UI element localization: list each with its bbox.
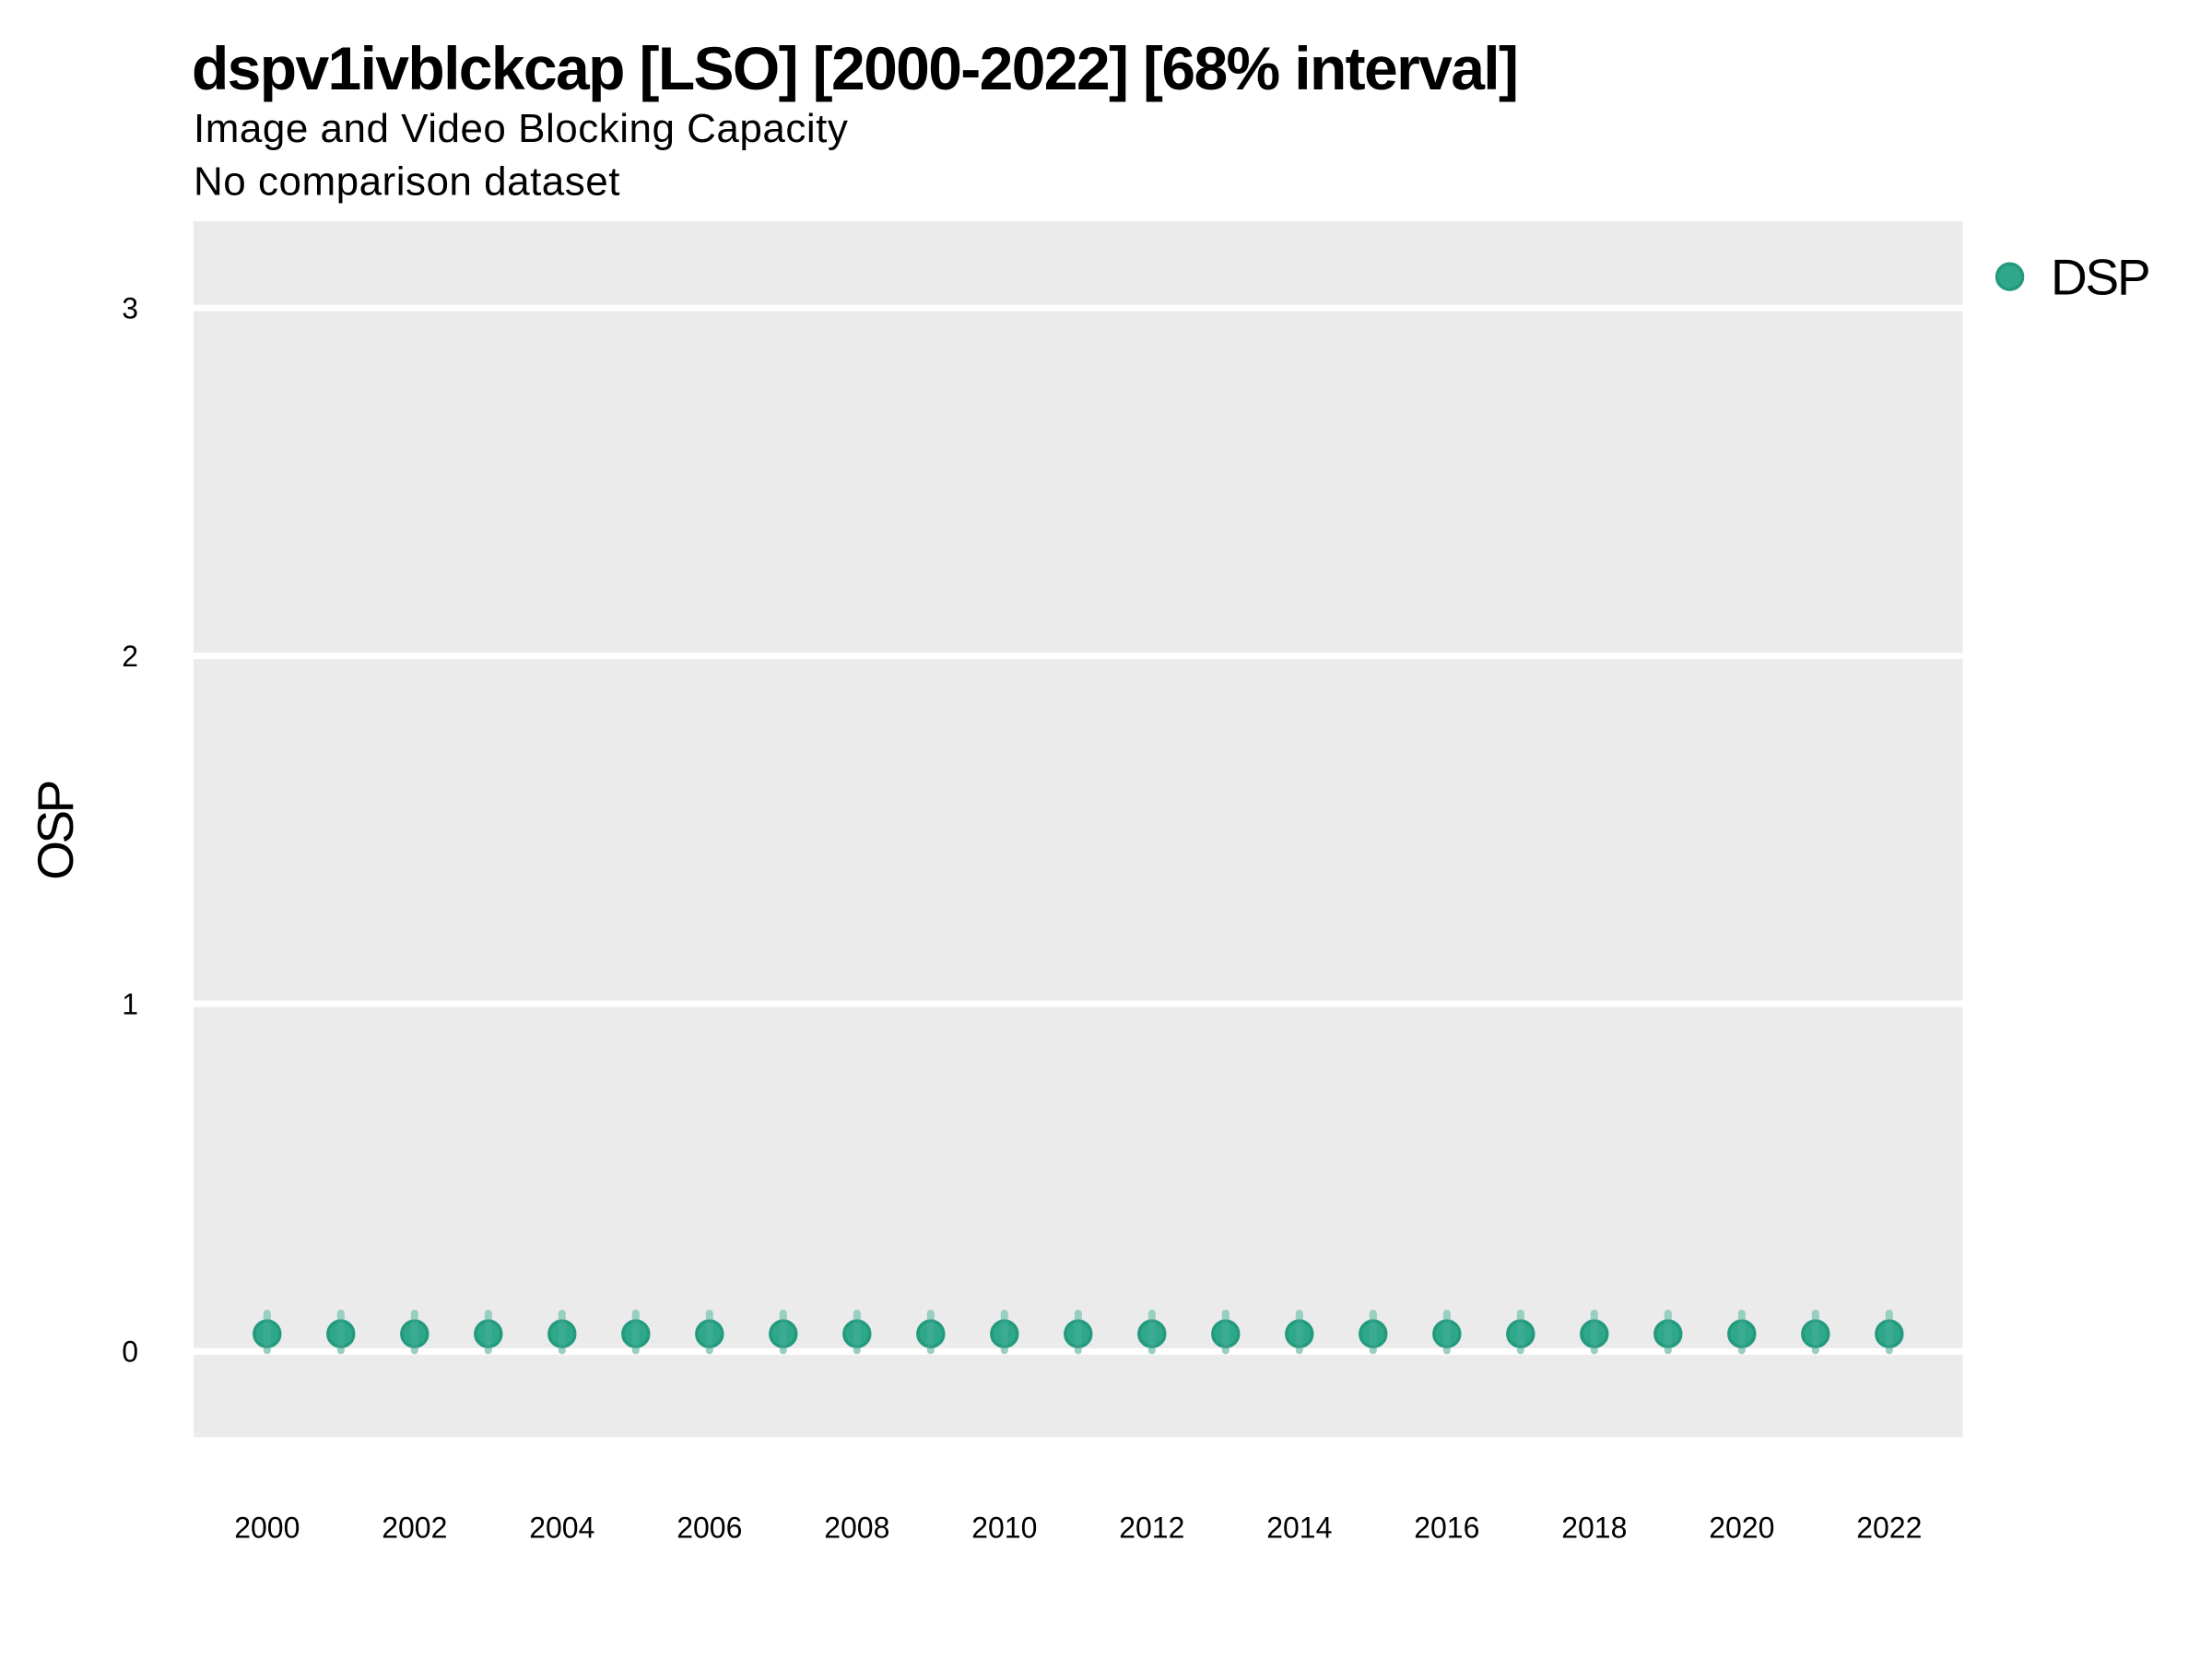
svg-text:2020: 2020	[1709, 1512, 1774, 1545]
svg-text:0: 0	[122, 1335, 138, 1369]
svg-text:2014: 2014	[1266, 1512, 1332, 1545]
svg-text:2000: 2000	[234, 1512, 300, 1545]
svg-text:2022: 2022	[1856, 1512, 1922, 1545]
svg-text:2018: 2018	[1561, 1512, 1627, 1545]
svg-text:2016: 2016	[1414, 1512, 1479, 1545]
svg-text:DSP: DSP	[2051, 248, 2149, 305]
svg-text:3: 3	[122, 292, 138, 325]
svg-text:Image and Video Blocking Capac: Image and Video Blocking Capacity	[194, 106, 848, 151]
svg-text:dspv1ivblckcap [LSO] [2000-202: dspv1ivblckcap [LSO] [2000-2022] [68% in…	[192, 34, 1517, 102]
svg-text:1: 1	[122, 987, 138, 1020]
svg-text:2002: 2002	[382, 1512, 447, 1545]
svg-text:2006: 2006	[677, 1512, 742, 1545]
svg-text:No comparison dataset: No comparison dataset	[194, 159, 620, 204]
svg-text:2012: 2012	[1119, 1512, 1184, 1545]
svg-text:OSP: OSP	[27, 782, 84, 879]
svg-text:2008: 2008	[824, 1512, 889, 1545]
svg-text:2: 2	[122, 640, 138, 673]
svg-text:2010: 2010	[971, 1512, 1037, 1545]
svg-text:2004: 2004	[529, 1512, 594, 1545]
